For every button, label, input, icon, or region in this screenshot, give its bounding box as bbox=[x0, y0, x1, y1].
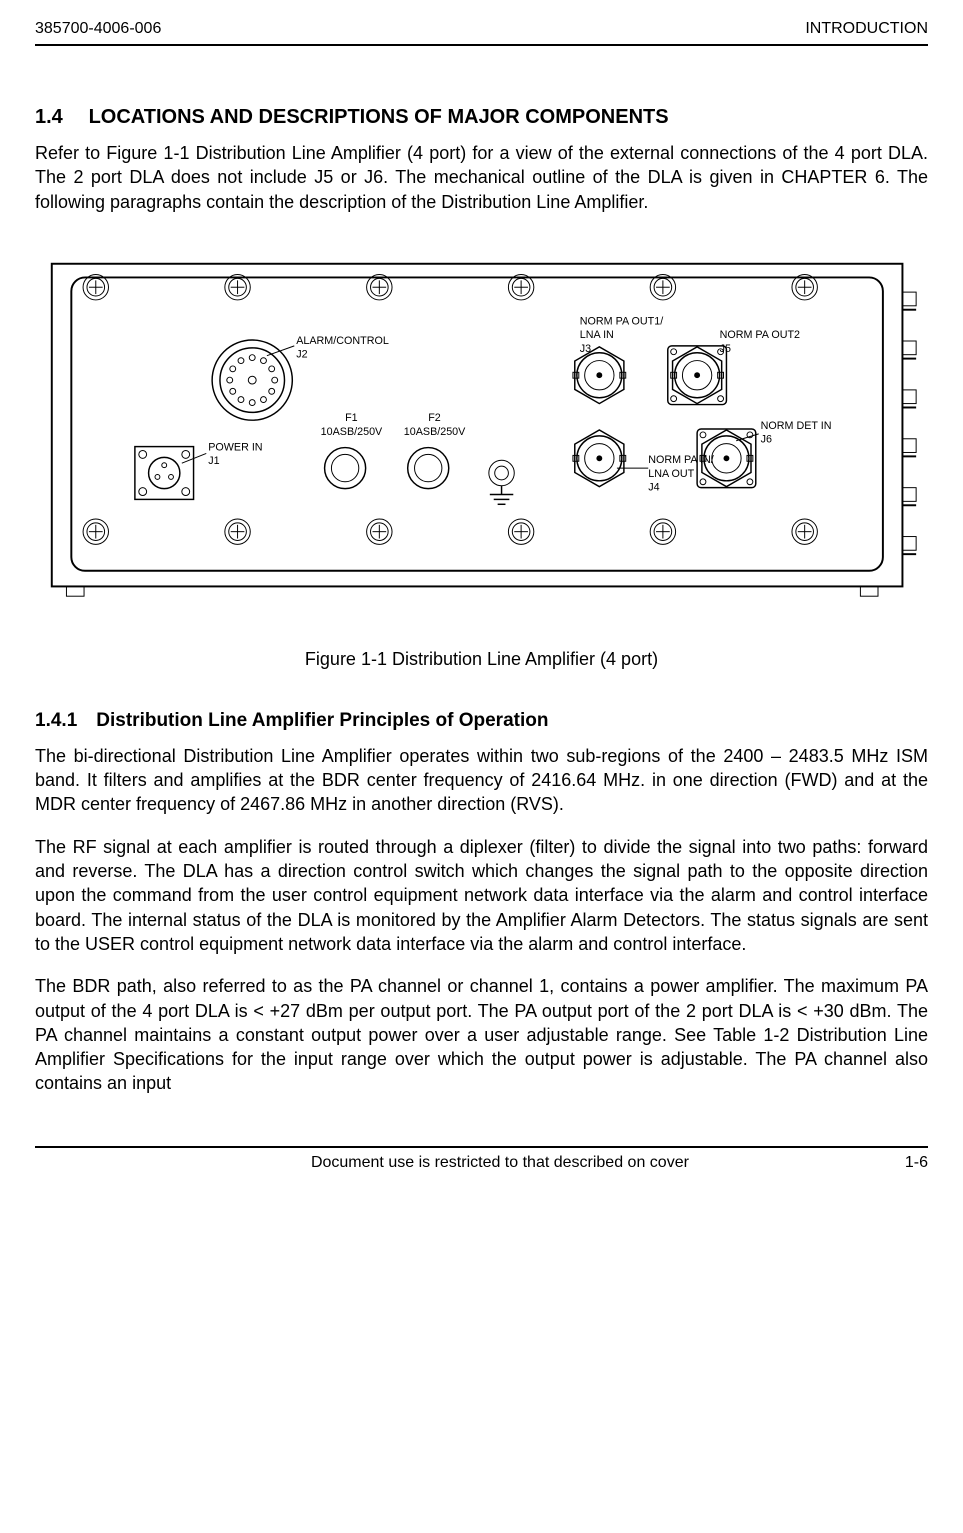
section-1-4-number: 1.4 bbox=[35, 106, 83, 129]
footer-center: Document use is restricted to that descr… bbox=[95, 1154, 905, 1172]
section-label: INTRODUCTION bbox=[805, 20, 928, 38]
svg-text:J4: J4 bbox=[648, 481, 659, 493]
section-1-4-1-heading: 1.4.1 Distribution Line Amplifier Princi… bbox=[35, 710, 928, 732]
figure-1-1-caption: Figure 1-1 Distribution Line Amplifier (… bbox=[35, 649, 928, 670]
svg-text:LNA OUT: LNA OUT bbox=[648, 468, 694, 480]
svg-text:POWER IN: POWER IN bbox=[208, 441, 262, 453]
svg-text:10ASB/250V: 10ASB/250V bbox=[320, 426, 382, 438]
page-header: 385700-4006-006 INTRODUCTION bbox=[35, 20, 928, 38]
svg-text:J6: J6 bbox=[760, 434, 771, 446]
dla-panel-diagram: ALARM/CONTROL J2 POWER IN J1 F1 10ASB/250V F2 1… bbox=[42, 244, 922, 614]
svg-text:NORM PA OUT1/: NORM PA OUT1/ bbox=[579, 315, 662, 327]
header-rule bbox=[35, 44, 928, 46]
footer-page: 1-6 bbox=[905, 1154, 928, 1172]
svg-text:NORM DET IN: NORM DET IN bbox=[760, 420, 831, 432]
svg-text:LNA IN: LNA IN bbox=[579, 329, 613, 341]
svg-text:10ASB/250V: 10ASB/250V bbox=[403, 426, 465, 438]
svg-text:NORM PA IN/: NORM PA IN/ bbox=[648, 454, 714, 466]
figure-1-1: ALARM/CONTROL J2 POWER IN J1 F1 10ASB/250V F2 1… bbox=[35, 244, 928, 619]
svg-text:J3: J3 bbox=[579, 343, 590, 355]
svg-text:J5: J5 bbox=[719, 343, 730, 355]
section-1-4-1-title: Distribution Line Amplifier Principles o… bbox=[96, 710, 548, 731]
svg-text:ALARM/CONTROL: ALARM/CONTROL bbox=[296, 335, 389, 347]
section-1-4-1-number: 1.4.1 bbox=[35, 710, 91, 732]
footer-rule bbox=[35, 1146, 928, 1148]
svg-text:F1: F1 bbox=[345, 412, 358, 424]
section-1-4-para: Refer to Figure 1-1 Distribution Line Am… bbox=[35, 141, 928, 214]
svg-text:J2: J2 bbox=[296, 349, 307, 361]
section-1-4-1-para1: The bi-directional Distribution Line Amp… bbox=[35, 744, 928, 817]
svg-text:J1: J1 bbox=[208, 455, 219, 467]
section-1-4-title: LOCATIONS AND DESCRIPTIONS OF MAJOR COMP… bbox=[89, 106, 669, 128]
section-1-4-1-para3: The BDR path, also referred to as the PA… bbox=[35, 974, 928, 1095]
section-1-4-1-para2: The RF signal at each amplifier is route… bbox=[35, 835, 928, 956]
page-footer: Document use is restricted to that descr… bbox=[35, 1154, 928, 1172]
svg-text:NORM PA OUT2: NORM PA OUT2 bbox=[719, 329, 799, 341]
svg-text:F2: F2 bbox=[428, 412, 441, 424]
section-1-4-heading: 1.4 LOCATIONS AND DESCRIPTIONS OF MAJOR … bbox=[35, 106, 928, 129]
doc-number: 385700-4006-006 bbox=[35, 20, 161, 38]
